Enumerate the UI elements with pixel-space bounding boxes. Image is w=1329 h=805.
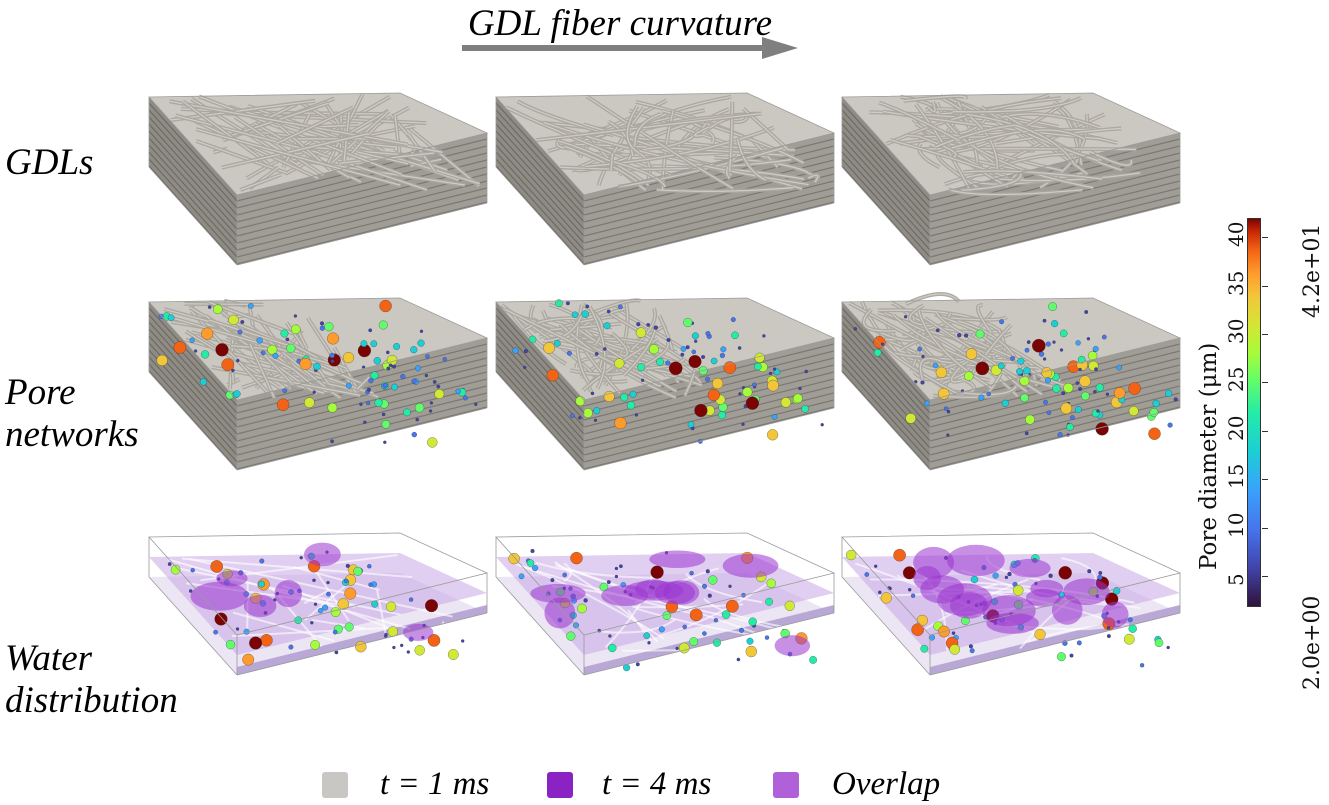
colorbar-tick <box>1262 479 1268 481</box>
legend-swatch-t4 <box>547 772 573 798</box>
colorbar-tick <box>1262 430 1268 432</box>
panel-r3-c1 <box>148 532 489 676</box>
panel-r2-c2 <box>495 297 836 471</box>
legend-label-t1: t = 1 ms <box>380 766 490 802</box>
colorbar-tick-label: 10 <box>1224 512 1248 538</box>
colorbar-tick-label: 35 <box>1224 270 1248 296</box>
colorbar <box>1247 218 1261 607</box>
colorbar-tick-label: 30 <box>1224 318 1248 345</box>
colorbar-max-label: 4.2e+01 <box>1300 223 1325 318</box>
colorbar-min-label: 2.0e+00 <box>1300 595 1325 690</box>
legend-swatch-overlap <box>773 772 799 798</box>
colorbar-tick <box>1262 575 1268 577</box>
colorbar-tick-label: 20 <box>1224 415 1248 441</box>
colorbar-tick <box>1262 334 1268 336</box>
row-label-water-distribution: Water distribution <box>5 638 178 721</box>
row-label-gdls: GDLs <box>5 142 94 183</box>
colorbar-tick-label: 40 <box>1224 221 1248 248</box>
legend-label-t4: t = 4 ms <box>602 766 712 802</box>
row-label-pore-networks: Pore networks <box>5 372 139 455</box>
legend-swatch-t1 <box>322 772 348 798</box>
colorbar-tick-label: 5 <box>1224 573 1248 586</box>
colorbar-tick <box>1262 285 1268 287</box>
panel-r3-c2 <box>495 532 836 676</box>
figure-title: GDL fiber curvature <box>467 3 773 44</box>
colorbar-title: Pore diameter (μm) <box>1196 342 1222 570</box>
colorbar-tick-label: 15 <box>1224 463 1248 490</box>
panel-r1-c2 <box>495 92 836 266</box>
panel-r2-c3 <box>841 292 1182 471</box>
colorbar-tick <box>1262 382 1268 384</box>
colorbar-tick <box>1262 527 1268 529</box>
panel-r3-c3 <box>841 532 1182 676</box>
colorbar-tick <box>1262 237 1268 239</box>
panel-r2-c1 <box>148 297 489 471</box>
panel-r1-c1 <box>148 92 489 266</box>
panel-r1-c3 <box>841 92 1182 266</box>
legend-label-overlap: Overlap <box>832 766 941 802</box>
colorbar-tick-label: 25 <box>1224 367 1248 393</box>
curvature-arrow <box>462 37 798 59</box>
